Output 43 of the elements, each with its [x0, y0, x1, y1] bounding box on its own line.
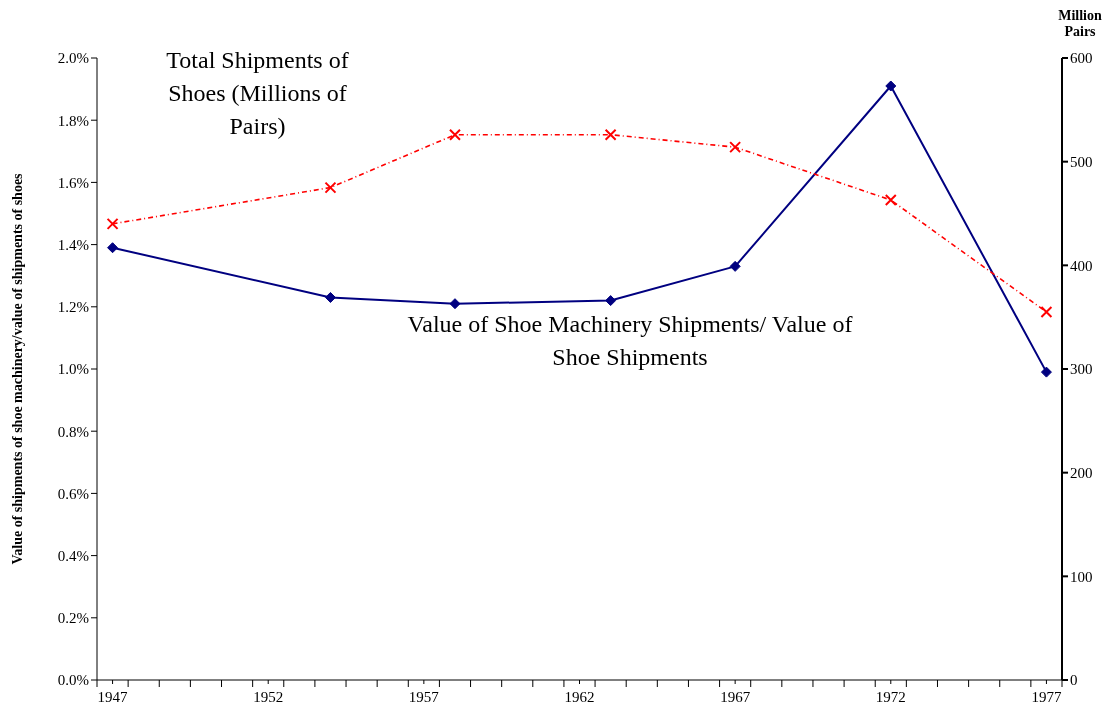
y2-tick-label: 100 — [1070, 568, 1093, 585]
series-label: Total Shipments of Shoes (Millions of Pairs) — [165, 46, 350, 141]
point — [106, 217, 119, 230]
y-tick-label: 2.0% — [57, 50, 89, 67]
point — [885, 80, 897, 92]
point — [324, 181, 337, 194]
x-tick-label: 1977 — [1031, 689, 1062, 705]
y-tick-label: 0.0% — [57, 672, 89, 689]
x-tick-label: 1962 — [564, 689, 595, 705]
y-tick-label: 0.2% — [57, 610, 89, 627]
point — [448, 128, 461, 141]
point — [1040, 305, 1053, 318]
y-tick-label: 1.4% — [57, 236, 89, 253]
y2-tick-label: 200 — [1070, 464, 1093, 481]
y2-tick-label: 0 — [1070, 672, 1078, 689]
y-tick-label: 1.8% — [57, 112, 89, 129]
y-tick-label: 0.4% — [57, 547, 89, 564]
y-tick-label: 1.6% — [57, 174, 89, 191]
y-axis-title: Value of shipments of shoe machinery/value of shipments of shoes — [10, 173, 26, 565]
point — [729, 141, 742, 154]
y2-tick-label: 300 — [1070, 361, 1093, 378]
y2-tick-label: 400 — [1070, 257, 1093, 274]
point — [324, 291, 336, 303]
series-label: Value of Shoe Machinery Shipments/ Value of Shoe Shipments — [406, 310, 854, 372]
point — [107, 242, 119, 254]
point — [605, 295, 617, 307]
x-tick-label: 1957 — [408, 689, 440, 705]
y2-tick-label: 500 — [1070, 153, 1093, 170]
x-tick-label: 1972 — [875, 689, 906, 705]
point — [449, 298, 461, 310]
point — [884, 194, 897, 207]
y-tick-label: 1.2% — [57, 299, 89, 316]
y2-axis-title: Million Pairs — [1057, 8, 1103, 40]
x-tick-label: 1952 — [253, 689, 284, 705]
point — [1040, 366, 1052, 378]
point — [604, 128, 617, 141]
y-tick-label: 1.0% — [57, 361, 89, 378]
x-tick-label: 1967 — [720, 689, 751, 705]
y-tick-label: 0.6% — [57, 485, 89, 502]
y-tick-label: 0.8% — [57, 423, 89, 440]
x-tick-label: 1947 — [97, 689, 129, 705]
y2-tick-label: 600 — [1070, 50, 1093, 67]
point — [729, 260, 741, 272]
